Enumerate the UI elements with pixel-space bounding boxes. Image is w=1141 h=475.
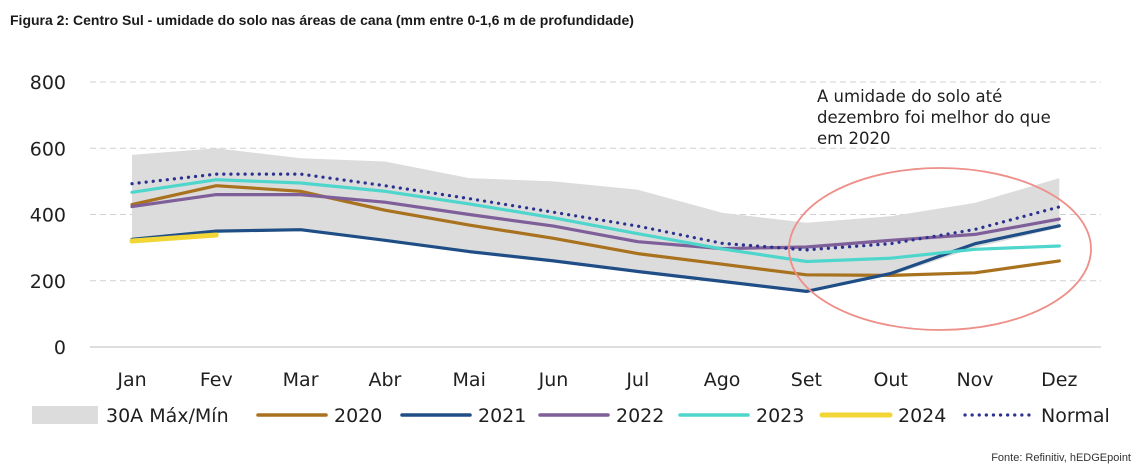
legend-label-2024: 2024 xyxy=(898,405,946,427)
annotation-ellipse-layer xyxy=(788,167,1092,331)
x-tick-label: Out xyxy=(873,369,907,391)
y-tick-label: 200 xyxy=(30,271,66,293)
legend-label-2021: 2021 xyxy=(478,405,526,427)
x-tick-label: Fev xyxy=(200,369,233,391)
legend-label-2020: 2020 xyxy=(334,405,382,427)
y-tick-label: 600 xyxy=(30,138,66,160)
x-tick-label: Abr xyxy=(368,369,401,391)
x-tick-label: Mai xyxy=(453,369,486,391)
legend: 30A Máx/Mín 2020 2021 2022 2023 2024 Normal xyxy=(32,405,1110,427)
series-line-2024 xyxy=(129,232,219,244)
x-tick-label: Ago xyxy=(704,369,741,391)
x-tick-label: Nov xyxy=(956,369,993,391)
annotation-text: A umidade do solo até dezembro foi melho… xyxy=(817,87,1051,148)
annotation-ellipse xyxy=(788,167,1092,331)
series-line-normal xyxy=(130,172,1061,252)
x-tick-label: Jan xyxy=(116,369,146,391)
series-line-2023 xyxy=(130,178,1061,264)
legend-swatch-30a-m-x-m-n xyxy=(32,406,98,424)
x-tick-label: Jul xyxy=(625,369,649,391)
y-tick-label: 800 xyxy=(30,72,66,94)
figure-title: Figura 2: Centro Sul - umidade do solo n… xyxy=(10,12,634,28)
x-tick-label: Dez xyxy=(1041,369,1077,391)
series-line-2021 xyxy=(130,224,1061,293)
x-tick-label: Mar xyxy=(283,369,319,391)
legend-label-normal: Normal xyxy=(1041,405,1110,427)
series-line-2020 xyxy=(130,184,1061,277)
series-layer xyxy=(129,172,1061,293)
axis-layer: 0 200 400 600 800 Jan Fev Mar Abr Mai Jun Jul Ago Set… xyxy=(30,72,1078,391)
x-tick-label: Set xyxy=(791,369,822,391)
x-tick-label: Jun xyxy=(538,369,569,391)
y-tick-label: 400 xyxy=(30,205,66,227)
legend-label-2022: 2022 xyxy=(616,405,664,427)
legend-label-2023: 2023 xyxy=(756,405,804,427)
series-line-2022 xyxy=(130,193,1061,251)
y-tick-label: 0 xyxy=(54,337,66,359)
source-note: Fonte: Refinitiv, hEDGEpoint xyxy=(991,452,1131,464)
legend-label-30a-m-x-m-n: 30A Máx/Mín xyxy=(106,405,229,427)
